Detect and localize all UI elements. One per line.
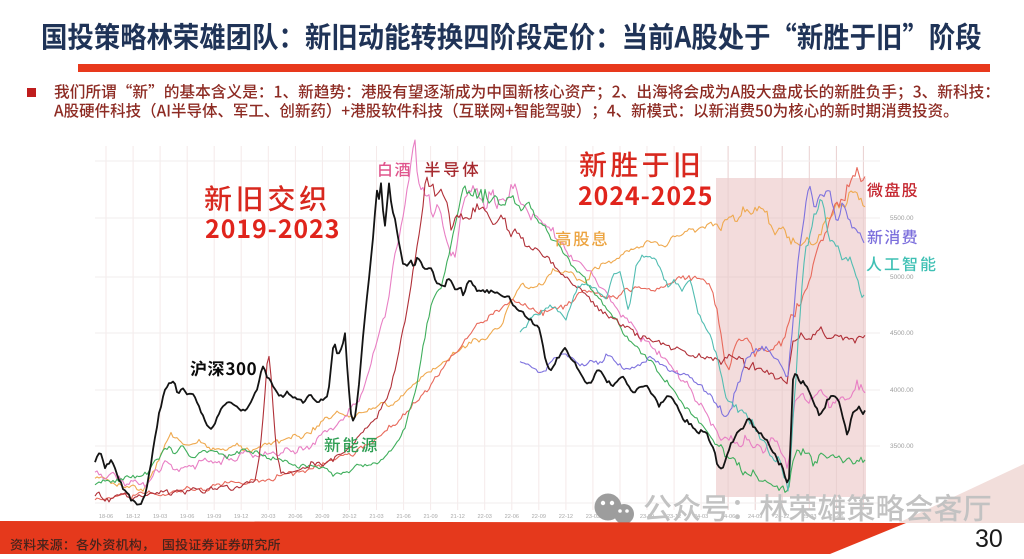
svg-text:3500.00: 3500.00 [890, 443, 914, 450]
svg-text:5000.00: 5000.00 [890, 274, 914, 281]
svg-text:19-06: 19-06 [180, 514, 194, 520]
svg-text:4000.00: 4000.00 [890, 387, 914, 394]
svg-text:18-12: 18-12 [126, 514, 140, 520]
svg-text:20-03: 20-03 [261, 514, 275, 520]
svg-text:24-12: 24-12 [775, 514, 789, 520]
svg-text:24-09: 24-09 [748, 514, 762, 520]
svg-text:24-03: 24-03 [694, 514, 708, 520]
svg-text:22-09: 22-09 [532, 514, 546, 520]
svg-text:23-03: 23-03 [586, 514, 600, 520]
svg-text:21-09: 21-09 [423, 514, 437, 520]
svg-text:25-06: 25-06 [829, 514, 843, 520]
svg-text:21-12: 21-12 [451, 514, 465, 520]
svg-text:4500.00: 4500.00 [890, 330, 914, 337]
svg-text:22-06: 22-06 [505, 514, 519, 520]
svg-text:21-06: 21-06 [396, 514, 410, 520]
svg-text:5500.00: 5500.00 [890, 215, 914, 222]
svg-text:23-12: 23-12 [667, 514, 681, 520]
svg-text:20-12: 20-12 [342, 514, 356, 520]
svg-text:30: 30 [975, 525, 1003, 553]
svg-text:20-09: 20-09 [315, 514, 329, 520]
svg-text:22-03: 22-03 [478, 514, 492, 520]
svg-text:19-09: 19-09 [207, 514, 221, 520]
svg-text:24-06: 24-06 [721, 514, 735, 520]
svg-text:20-06: 20-06 [288, 514, 302, 520]
svg-text:21-03: 21-03 [369, 514, 383, 520]
svg-text:19-03: 19-03 [153, 514, 167, 520]
svg-text:18-06: 18-06 [99, 514, 113, 520]
svg-text:22-12: 22-12 [559, 514, 573, 520]
svg-text:19-12: 19-12 [234, 514, 248, 520]
